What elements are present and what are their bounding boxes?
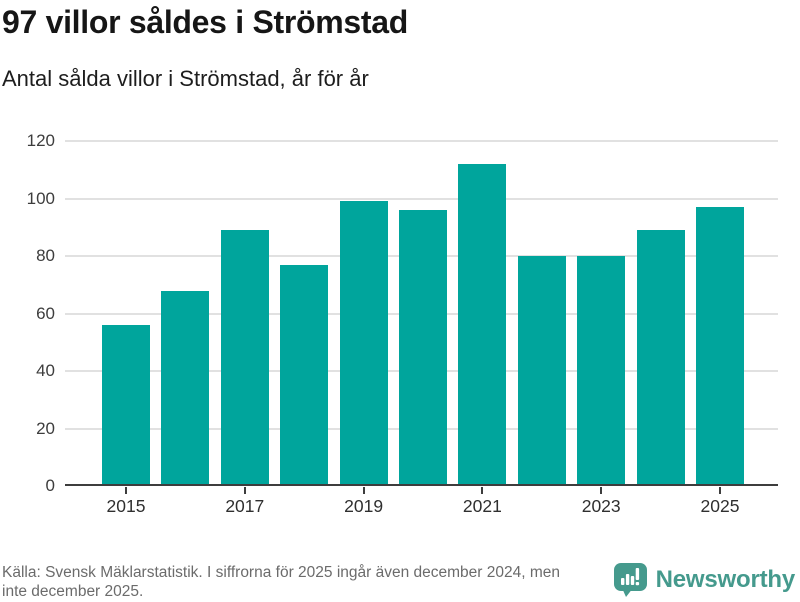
bar-2023 <box>577 256 626 486</box>
source-note: Källa: Svensk Mäklarstatistik. I siffror… <box>2 564 637 601</box>
x-tick-label-2017: 2017 <box>225 496 265 516</box>
bar-2015 <box>102 325 150 486</box>
bar-2021 <box>458 164 507 486</box>
y-tick-label-40: 40 <box>36 361 55 380</box>
x-axis: 2015 2017 2019 2021 2023 2025 <box>65 487 778 523</box>
x-tick-label-2023: 2023 <box>581 496 621 516</box>
y-tick-label-0: 0 <box>45 476 55 495</box>
bar-2024 <box>636 230 685 486</box>
x-tick-2015 <box>125 487 127 494</box>
source-note-line1: Källa: Svensk Mäklarstatistik. I siffror… <box>2 564 560 581</box>
x-tick-2023 <box>600 487 603 494</box>
x-tick-label-2021: 2021 <box>462 496 502 516</box>
bar-2017 <box>220 230 269 486</box>
x-tick-2019 <box>362 487 365 494</box>
x-tick-2025 <box>719 487 721 494</box>
x-tick-label-2015: 2015 <box>106 496 146 516</box>
bar-2025 <box>696 207 744 486</box>
x-axis-line <box>65 483 778 486</box>
source-note-line2: inte december 2025. <box>2 582 144 600</box>
plot-area <box>65 140 778 486</box>
page-title: 97 villor såldes i Strömstad <box>2 4 408 40</box>
x-tick-label-2019: 2019 <box>344 496 384 516</box>
gridline-y100 <box>65 197 778 200</box>
y-tick-label-100: 100 <box>26 188 55 208</box>
newsworthy-wordmark: Newsworthy <box>655 566 796 593</box>
newsworthy-logo: Newsworthy <box>613 563 796 597</box>
x-tick-2017 <box>243 487 246 494</box>
bar-2018 <box>280 264 329 486</box>
bar-2016 <box>161 290 210 486</box>
bar-2019 <box>339 201 388 486</box>
gridline-y120 <box>65 140 778 142</box>
y-tick-label-120: 120 <box>26 131 55 150</box>
bar-2020 <box>399 210 447 486</box>
x-tick-label-2025: 2025 <box>700 496 740 516</box>
y-axis: 0 20 40 60 80 100 120 <box>0 131 55 495</box>
x-tick-2021 <box>481 487 484 494</box>
y-tick-label-20: 20 <box>36 418 55 438</box>
chart-subtitle: Antal sålda villor i Strömstad, år för å… <box>2 66 369 91</box>
y-tick-label-80: 80 <box>36 246 55 265</box>
bar-2022 <box>517 256 566 486</box>
y-tick-label-60: 60 <box>36 303 55 323</box>
newsworthy-speech-bubble-bar-chart-icon <box>613 563 647 597</box>
